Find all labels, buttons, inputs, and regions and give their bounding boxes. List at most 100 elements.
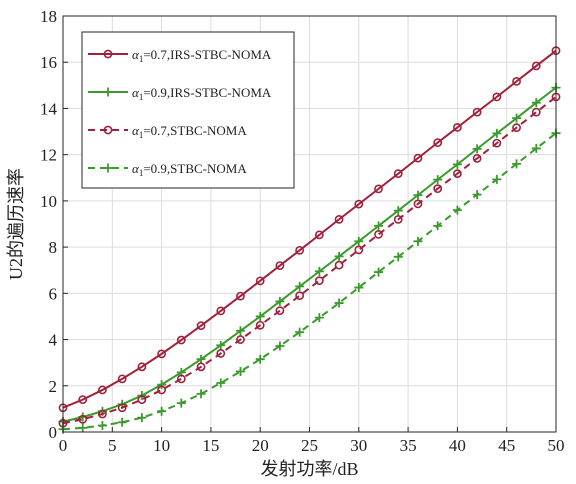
data-point — [374, 267, 384, 277]
data-point — [216, 306, 226, 316]
data-point — [157, 406, 167, 416]
legend-entry: α1=0.7,IRS-STBC-NOMA — [88, 47, 272, 64]
legend-label-text: =0.7,STBC-NOMA — [143, 123, 247, 138]
data-point — [235, 326, 245, 336]
x-tick-label: 45 — [498, 436, 515, 455]
legend-label-symbol: α — [132, 161, 140, 176]
data-point — [314, 230, 324, 240]
data-point — [196, 321, 206, 331]
data-point — [512, 113, 522, 123]
data-point — [433, 184, 443, 194]
data-point — [255, 354, 265, 364]
data-point — [393, 206, 403, 216]
data-point — [334, 260, 344, 270]
series-line — [62, 86, 557, 423]
x-tick-label: 10 — [153, 436, 170, 455]
x-axis-label: 发射功率/dB — [260, 459, 358, 479]
data-point — [393, 214, 403, 224]
data-point — [374, 184, 383, 194]
data-point — [176, 374, 186, 384]
data-point — [157, 349, 166, 359]
data-point — [216, 378, 226, 388]
y-tick-label: 0 — [49, 423, 58, 442]
y-tick-label: 18 — [40, 7, 57, 26]
legend-label-text: =0.9,STBC-NOMA — [143, 161, 247, 176]
data-point — [196, 362, 206, 372]
y-tick-label: 4 — [49, 331, 58, 350]
y-tick-label: 6 — [49, 284, 58, 303]
data-point — [236, 291, 245, 301]
data-point — [117, 403, 127, 413]
y-tick-label: 12 — [40, 146, 57, 165]
y-tick-label: 16 — [40, 53, 57, 72]
legend-label: α1=0.9,IRS-STBC-NOMA — [132, 85, 272, 102]
data-point — [314, 266, 324, 276]
legend-swatch-marker — [103, 125, 113, 135]
data-point — [472, 190, 482, 200]
data-point — [334, 298, 344, 308]
x-tick-label: 50 — [548, 436, 565, 455]
data-point — [255, 320, 265, 330]
data-point — [98, 385, 107, 395]
data-point — [433, 175, 443, 185]
legend-label-symbol: α — [132, 123, 140, 138]
data-point — [157, 385, 166, 395]
data-point — [492, 174, 502, 184]
data-point — [512, 123, 521, 133]
data-point — [334, 251, 344, 261]
x-tick-label: 20 — [252, 436, 269, 455]
series-line — [62, 132, 557, 431]
data-point — [275, 261, 285, 270]
data-point — [531, 98, 541, 108]
data-point — [216, 340, 226, 350]
data-point — [413, 199, 423, 209]
ticks: 0 5 10 15 20 25 30 35 40 45 50 0 2 4 6 8 10 12 14 16 18 — [40, 7, 565, 455]
data-point — [137, 395, 147, 405]
data-point — [354, 236, 364, 246]
data-point — [235, 366, 245, 376]
data-point — [433, 138, 443, 148]
data-point — [216, 349, 226, 358]
data-point — [98, 409, 107, 419]
data-point — [452, 122, 462, 132]
legend-label: α1=0.9,STBC-NOMA — [132, 161, 247, 178]
y-tick-label: 2 — [49, 377, 58, 396]
legend: α1=0.7,IRS-STBC-NOMA α1=0.9,IRS-STBC-NOMA… — [81, 31, 295, 189]
data-point — [531, 107, 541, 117]
data-point — [492, 92, 502, 102]
data-point — [413, 153, 423, 163]
data-point — [354, 245, 364, 255]
data-point — [512, 77, 521, 86]
data-point — [531, 143, 541, 153]
data-point — [176, 398, 186, 408]
legend-label: α1=0.7,STBC-NOMA — [132, 123, 247, 140]
x-tick-label: 5 — [108, 436, 117, 455]
data-point — [452, 169, 462, 179]
legend-box — [81, 31, 295, 189]
data-point — [295, 291, 305, 301]
legend-label-subscript: 1 — [139, 130, 144, 140]
data-point — [176, 335, 186, 345]
data-point — [196, 354, 206, 364]
data-point — [512, 159, 522, 169]
legend-entry: α1=0.7,STBC-NOMA — [88, 123, 247, 140]
y-tick-label: 8 — [49, 238, 58, 257]
y-tick-label: 14 — [40, 99, 58, 118]
data-point — [413, 236, 423, 246]
data-point — [472, 107, 482, 117]
data-point — [433, 221, 443, 231]
data-point — [334, 214, 344, 224]
data-point — [275, 341, 285, 351]
legend-label-symbol: α — [132, 85, 140, 100]
data-point — [78, 414, 88, 424]
x-tick-label: 40 — [449, 436, 466, 455]
legend-label-subscript: 1 — [139, 92, 144, 102]
data-point — [393, 252, 403, 262]
data-point — [275, 306, 285, 316]
data-point — [137, 362, 147, 372]
data-point — [97, 421, 107, 431]
data-point — [137, 413, 147, 423]
legend-entry: α1=0.9,IRS-STBC-NOMA — [88, 85, 272, 102]
data-point — [78, 395, 88, 405]
